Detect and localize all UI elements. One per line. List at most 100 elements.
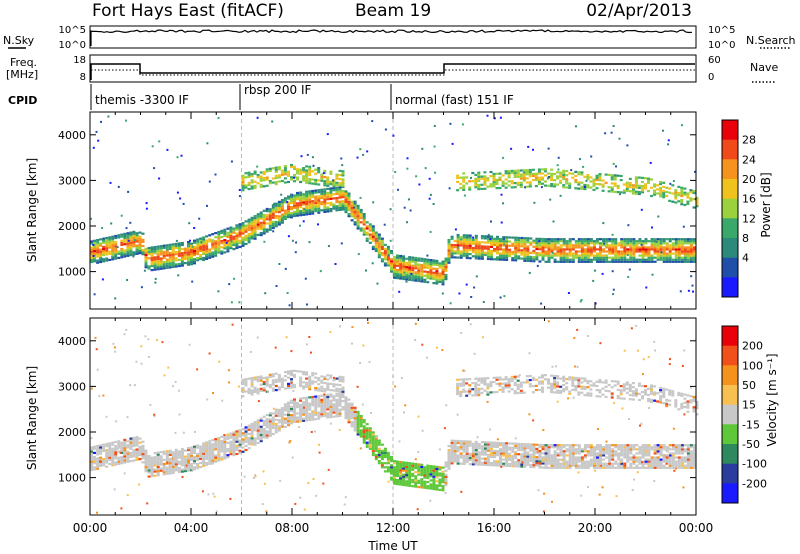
echo-cell [205, 449, 209, 452]
echo-cell [290, 206, 293, 209]
echo-cell [668, 460, 672, 463]
echo-cell [277, 425, 281, 428]
echo-cell [641, 180, 644, 184]
echo-cell [386, 455, 390, 459]
echo-cell [686, 456, 690, 459]
echo-cell [513, 175, 517, 178]
echo-cell [532, 466, 536, 469]
echo-cell [332, 411, 336, 414]
echo-cell [586, 254, 590, 257]
echo-cell [317, 169, 321, 172]
echo-cell [429, 259, 433, 262]
echo-cell [608, 252, 612, 255]
echo-cell [99, 450, 103, 453]
echo-cell [153, 260, 157, 263]
echo-cell [583, 260, 587, 263]
echo-cell [647, 466, 651, 469]
echo-cell [229, 236, 233, 239]
echo-cell [526, 447, 530, 450]
colorbar-swatch [722, 218, 738, 239]
echo-cell [341, 395, 345, 399]
echo-cell [229, 242, 233, 246]
echo-cell [490, 462, 493, 465]
echo-cell [551, 252, 554, 255]
echo-cell [393, 268, 396, 271]
echo-cell [538, 244, 542, 247]
echo-cell [365, 437, 369, 440]
echo-cell [377, 256, 381, 259]
echo-cell [156, 251, 160, 254]
echo-cell [653, 452, 657, 455]
echo-cell [159, 463, 163, 466]
echo-cell [505, 458, 509, 461]
echo-cell [159, 467, 163, 470]
echo-cell [274, 412, 278, 415]
echo-cell [629, 456, 633, 459]
echo-cell [302, 199, 306, 202]
echo-cell [253, 219, 257, 222]
echo-cell [111, 460, 115, 463]
echo-cell [202, 242, 206, 245]
echo-cell [462, 242, 466, 245]
echo-cell [625, 185, 629, 188]
echo-cell [408, 478, 412, 481]
echo-cell [305, 417, 309, 420]
echo-cell [492, 185, 496, 188]
echo-cell [514, 244, 518, 248]
echo-cell [299, 418, 303, 421]
echo-cell [147, 459, 151, 462]
echo-cell [650, 458, 654, 461]
echo-cell [93, 468, 96, 471]
echo-cell [332, 205, 336, 208]
echo-cell [405, 276, 409, 279]
echo-cell [502, 454, 506, 457]
echo-cell [208, 240, 212, 243]
echo-cell [317, 207, 321, 210]
echo-cell [671, 260, 675, 263]
echo-cell [637, 192, 641, 196]
echo-cell [314, 168, 318, 171]
echo-cell [253, 170, 257, 173]
echo-cell [623, 244, 627, 247]
echo-cell [602, 454, 606, 457]
echo-cell [114, 251, 118, 254]
echo-cell [489, 183, 493, 186]
echo-cell [162, 469, 166, 472]
echo-cell [180, 262, 184, 265]
echo-cell [247, 438, 251, 442]
echo-cell [132, 241, 136, 244]
echo-cell [656, 256, 660, 259]
echo-cell [138, 449, 142, 452]
echo-cell [502, 258, 506, 261]
echo-cell [562, 462, 566, 465]
echo-cell [596, 454, 599, 457]
echo-cell [617, 452, 621, 455]
echo-cell [196, 467, 200, 470]
echo-cell [99, 462, 103, 465]
echo-cell [326, 194, 330, 197]
echo-cell [377, 449, 381, 452]
echo-cell [114, 440, 118, 444]
echo-cell [599, 252, 602, 255]
echo-cell [253, 237, 257, 240]
echo-cell [426, 281, 430, 284]
echo-cell [502, 442, 506, 445]
echo-cell [493, 464, 496, 467]
echo-cell [414, 263, 418, 266]
echo-cell [608, 466, 612, 469]
echo-cell [156, 453, 160, 456]
echo-cell [171, 451, 175, 454]
echo-cell [308, 200, 312, 203]
echo-cell [435, 276, 439, 279]
echo-cell [435, 467, 439, 470]
echo-cell [120, 233, 124, 236]
echo-cell [277, 180, 281, 183]
echo-cell [320, 188, 324, 191]
echo-cell [223, 457, 227, 460]
echo-cell [626, 254, 629, 256]
echo-cell [552, 220, 555, 223]
echo-cell [647, 248, 651, 251]
echo-cell [520, 459, 524, 462]
echo-cell [495, 182, 499, 186]
echo-cell [671, 446, 675, 449]
